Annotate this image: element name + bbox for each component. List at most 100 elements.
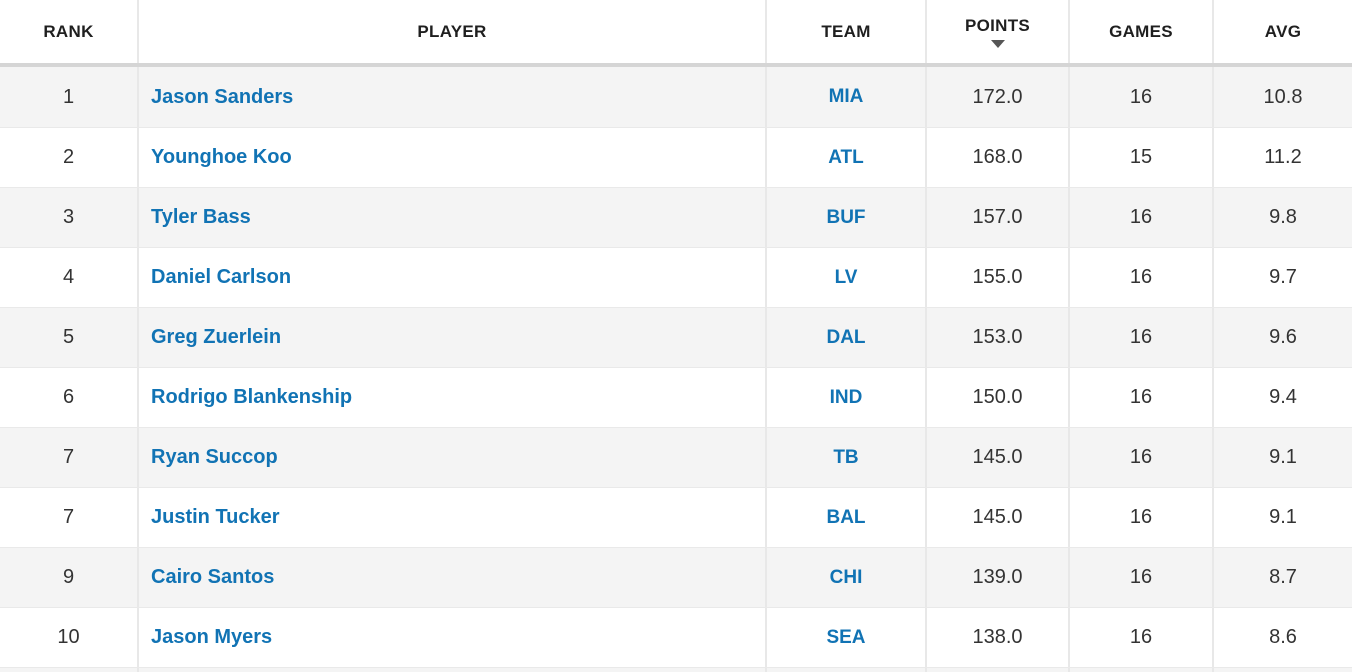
table-row: 7 Ryan Succop TB 145.0 16 9.1 <box>0 427 1352 487</box>
games-cell: 16 <box>1068 548 1212 607</box>
avg-cell: 9.1 <box>1212 428 1352 487</box>
points-cell: 138.0 <box>925 608 1068 667</box>
team-cell: BAL <box>765 488 925 547</box>
player-cell: Jason Sanders <box>137 67 765 127</box>
rank-cell: 9 <box>62 566 75 588</box>
player-cell: Tyler Bass <box>137 188 765 247</box>
column-header-rank[interactable]: RANK <box>0 0 137 63</box>
column-header-avg[interactable]: AVG <box>1212 0 1352 63</box>
avg-cell: 10.8 <box>1212 67 1352 127</box>
points-cell: 153.0 <box>925 308 1068 367</box>
column-header-label: GAMES <box>1109 21 1173 41</box>
sort-desc-icon <box>990 39 1005 48</box>
empty-cell <box>765 668 925 672</box>
player-link[interactable]: Justin Tucker <box>151 506 280 528</box>
points-cell: 139.0 <box>925 548 1068 607</box>
player-link[interactable]: Jason Myers <box>151 626 273 648</box>
avg-cell: 9.6 <box>1212 308 1352 367</box>
team-cell: ATL <box>765 128 925 187</box>
games-cell: 15 <box>1068 128 1212 187</box>
team-cell: BUF <box>765 188 925 247</box>
games-cell: 16 <box>1068 308 1212 367</box>
team-link[interactable]: MIA <box>828 86 864 107</box>
team-cell: DAL <box>765 308 925 367</box>
player-link[interactable]: Rodrigo Blankenship <box>151 386 353 408</box>
points-cell: 145.0 <box>925 488 1068 547</box>
table-header: RANK PLAYER TEAM POINTS GAMES AVG <box>0 0 1352 63</box>
team-link[interactable]: DAL <box>826 326 866 348</box>
table-body: 1 Jason Sanders MIA 172.0 16 10.8 2 Younghoe Ko… <box>0 67 1352 672</box>
points-cell: 168.0 <box>925 128 1068 187</box>
team-link[interactable]: SEA <box>826 626 866 648</box>
table-row: 10 Jason Myers SEA 138.0 16 8.6 <box>0 607 1352 667</box>
rank-cell: 4 <box>62 266 75 288</box>
player-cell: Ryan Succop <box>137 428 765 487</box>
table-row: 6 Rodrigo Blankenship IND 150.0 16 9.4 <box>0 367 1352 427</box>
table-row: 7 Justin Tucker BAL 145.0 16 9.1 <box>0 487 1352 547</box>
rank-cell: 2 <box>62 146 75 168</box>
points-cell: 150.0 <box>925 368 1068 427</box>
games-cell: 16 <box>1068 188 1212 247</box>
table-row: 3 Tyler Bass BUF 157.0 16 9.8 <box>0 187 1352 247</box>
points-cell: 157.0 <box>925 188 1068 247</box>
team-link[interactable]: BAL <box>826 506 866 528</box>
player-link[interactable]: Cairo Santos <box>151 566 275 588</box>
empty-cell <box>1212 668 1352 672</box>
player-cell: Daniel Carlson <box>137 248 765 307</box>
team-link[interactable]: ATL <box>828 146 864 168</box>
team-link[interactable]: IND <box>829 386 863 408</box>
games-cell: 16 <box>1068 608 1212 667</box>
rank-cell: 1 <box>62 85 75 108</box>
player-cell: Greg Zuerlein <box>137 308 765 367</box>
player-cell: Jason Myers <box>137 608 765 667</box>
points-cell: 145.0 <box>925 428 1068 487</box>
team-cell: IND <box>765 368 925 427</box>
avg-cell: 11.2 <box>1212 128 1352 187</box>
avg-cell: 9.1 <box>1212 488 1352 547</box>
avg-cell: 8.6 <box>1212 608 1352 667</box>
table-row: 2 Younghoe Koo ATL 168.0 15 11.2 <box>0 127 1352 187</box>
team-cell: MIA <box>765 67 925 127</box>
player-link[interactable]: Tyler Bass <box>151 206 251 228</box>
games-cell: 16 <box>1068 248 1212 307</box>
avg-cell: 8.7 <box>1212 548 1352 607</box>
rank-cell: 5 <box>62 326 75 348</box>
header-separator <box>0 63 1352 67</box>
avg-cell: 9.7 <box>1212 248 1352 307</box>
column-header-points[interactable]: POINTS <box>925 0 1068 63</box>
column-header-label: PLAYER <box>417 21 487 41</box>
team-cell: LV <box>765 248 925 307</box>
team-cell: SEA <box>765 608 925 667</box>
rank-cell: 6 <box>62 386 75 408</box>
team-cell: TB <box>765 428 925 487</box>
table-row: 9 Cairo Santos CHI 139.0 16 8.7 <box>0 547 1352 607</box>
rank-cell: 7 <box>62 506 75 528</box>
player-link[interactable]: Younghoe Koo <box>151 146 292 168</box>
team-link[interactable]: TB <box>833 446 859 468</box>
team-link[interactable]: BUF <box>826 206 866 228</box>
player-link[interactable]: Jason Sanders <box>151 85 294 108</box>
column-header-label: TEAM <box>821 21 871 41</box>
avg-cell: 9.8 <box>1212 188 1352 247</box>
points-cell: 172.0 <box>925 67 1068 127</box>
column-header-label: RANK <box>43 21 94 41</box>
empty-cell <box>0 668 137 672</box>
points-cell: 155.0 <box>925 248 1068 307</box>
player-link[interactable]: Daniel Carlson <box>151 266 292 288</box>
team-link[interactable]: CHI <box>829 566 863 588</box>
table-row: 4 Daniel Carlson LV 155.0 16 9.7 <box>0 247 1352 307</box>
column-header-games[interactable]: GAMES <box>1068 0 1212 63</box>
player-cell: Rodrigo Blankenship <box>137 368 765 427</box>
column-header-player[interactable]: PLAYER <box>137 0 765 63</box>
column-header-label: POINTS <box>964 15 1031 35</box>
player-link[interactable]: Ryan Succop <box>151 446 278 468</box>
games-cell: 16 <box>1068 368 1212 427</box>
games-cell: 16 <box>1068 428 1212 487</box>
rank-cell: 7 <box>62 446 75 468</box>
empty-cell <box>1068 668 1212 672</box>
team-link[interactable]: LV <box>834 266 858 288</box>
player-link[interactable]: Greg Zuerlein <box>151 326 282 348</box>
column-header-team[interactable]: TEAM <box>765 0 925 63</box>
table-row-partial <box>0 667 1352 672</box>
